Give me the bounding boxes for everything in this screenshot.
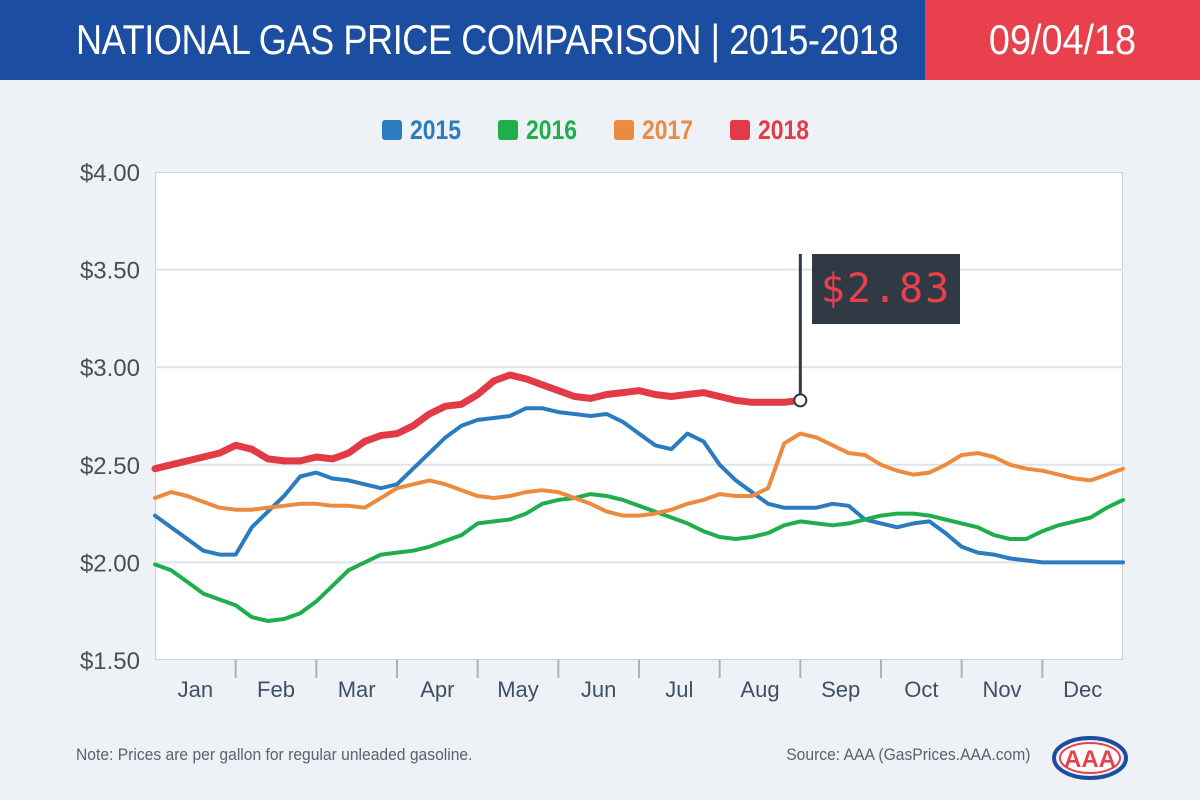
header: NATIONAL GAS PRICE COMPARISON | 2015-201… [0,0,1200,80]
footnote: Note: Prices are per gallon for regular … [76,745,473,764]
x-tick-label: Oct [904,677,938,702]
page-title: NATIONAL GAS PRICE COMPARISON | 2015-201… [76,16,899,63]
x-tick-label: Feb [257,677,295,702]
aaa-logo: AAA [1052,736,1128,780]
y-tick-label: $3.50 [80,258,140,285]
legend-label: 2015 [409,114,461,145]
legend-label: 2017 [642,114,694,145]
x-tick-label: Jan [178,677,213,702]
x-tick-label: Nov [982,677,1021,702]
series-line-2015 [153,406,1125,565]
x-tick-label: May [497,677,539,702]
date-label: 09/04/18 [988,16,1137,63]
legend-swatch [497,120,518,140]
x-tick-label: Mar [338,677,376,702]
x-tick-label: Jul [665,677,693,702]
y-tick-label: $2.00 [80,550,140,577]
price-flag-label: $2.83 [820,266,952,312]
legend-swatch [730,120,751,140]
x-tick-label: Dec [1063,677,1102,702]
aaa-logo-text: AAA [1064,746,1116,773]
legend-item-2015: 2015 [381,112,470,148]
legend-item-2016: 2016 [497,112,586,148]
legend-item-2018: 2018 [730,112,818,148]
y-tick-label: $1.50 [80,648,140,675]
legend-swatch [614,120,634,140]
price-flag: $2.83 [812,254,960,324]
x-tick-label: Sep [821,677,860,702]
legend-label: 2016 [525,114,577,145]
annotation-point [793,393,808,408]
y-tick-label: $3.00 [80,355,140,382]
title-band: NATIONAL GAS PRICE COMPARISON | 2015-201… [0,0,925,80]
date-band: 09/04/18 [925,0,1200,80]
x-tick-label: Jun [581,677,616,702]
series-line-2017 [153,431,1125,518]
plot-panel [155,172,1123,660]
series-line-2018 [151,371,804,473]
y-tick-label: $2.50 [80,453,140,480]
chart-legend: 2015 2016 2017 2018 [0,112,1200,148]
series-line-2016 [153,492,1125,623]
y-tick-label: $4.00 [80,160,140,187]
x-tick-label: Apr [420,677,454,702]
x-tick-label: Aug [740,677,779,702]
source-note: Source: AAA (GasPrices.AAA.com) [785,745,1030,764]
legend-label: 2018 [758,114,810,145]
legend-item-2017: 2017 [614,112,702,148]
legend-swatch [381,120,402,140]
